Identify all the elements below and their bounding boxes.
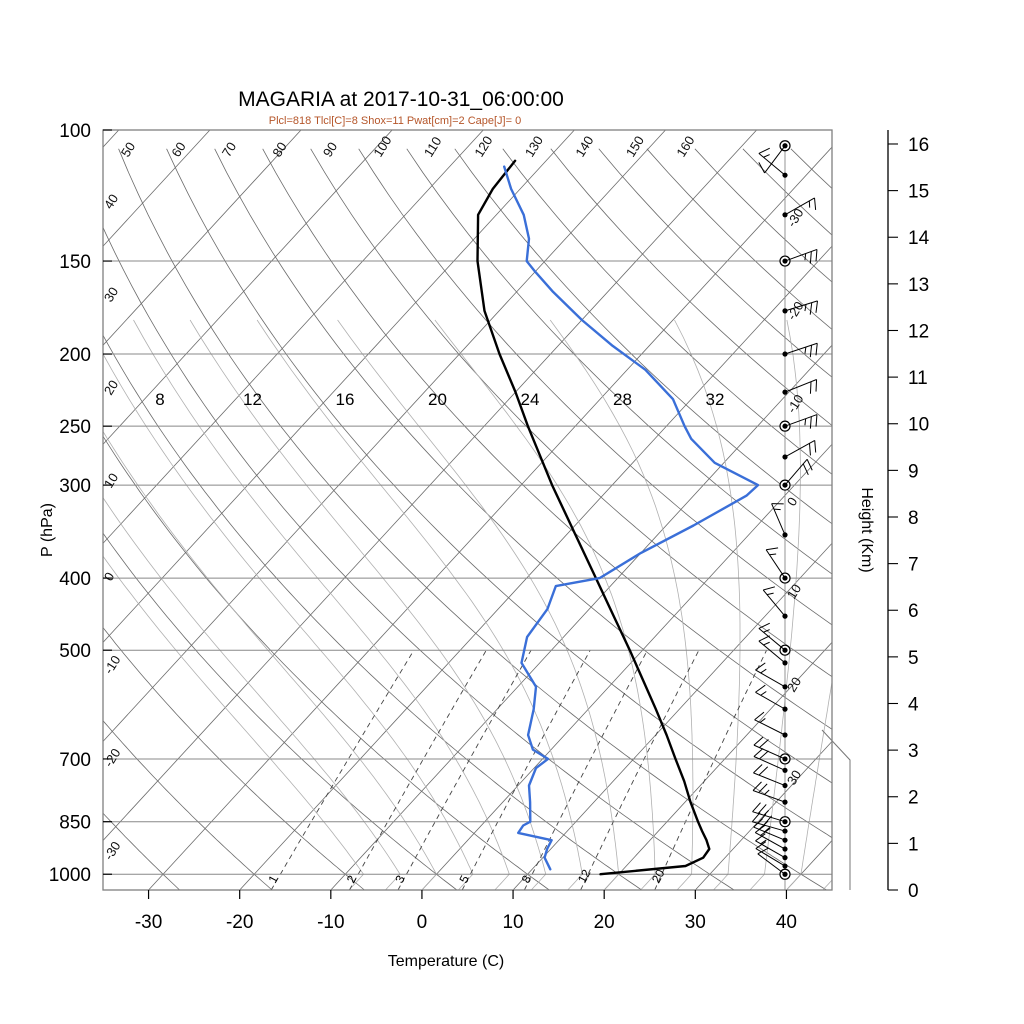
dry-adiabat-label-top-100: 100 bbox=[370, 133, 394, 159]
t-tick--20: -20 bbox=[226, 912, 253, 933]
dry-adiabat-label-top-60: 60 bbox=[168, 139, 188, 159]
p-tick-150: 150 bbox=[59, 252, 91, 273]
p-tick-100: 100 bbox=[59, 121, 91, 142]
dry-adiabat-label-left-20: 20 bbox=[101, 377, 121, 397]
p-tick-250: 250 bbox=[59, 417, 91, 438]
dry-adiabat-label-left-30: 30 bbox=[101, 284, 121, 304]
trace-dewpoint bbox=[503, 165, 760, 871]
p-tick-1000: 1000 bbox=[49, 865, 91, 886]
h-tick-4: 4 bbox=[908, 694, 919, 715]
dry-adiabat-label-left-40: 40 bbox=[101, 191, 121, 211]
t-tick-30: 30 bbox=[685, 912, 706, 933]
t-tick-0: 0 bbox=[417, 912, 428, 933]
p-tick-700: 700 bbox=[59, 750, 91, 771]
h-tick-11: 11 bbox=[908, 368, 928, 389]
dry-adiabat-label-top-130: 130 bbox=[522, 133, 546, 159]
h-tick-5: 5 bbox=[908, 648, 919, 669]
moist-adiabat-label-28: 28 bbox=[613, 390, 632, 409]
moist-adiabat-label-8: 8 bbox=[155, 390, 164, 409]
p-tick-500: 500 bbox=[59, 641, 91, 662]
dry-adiabat-label-top-80: 80 bbox=[269, 139, 289, 159]
h-tick-9: 9 bbox=[908, 461, 919, 482]
h-tick-14: 14 bbox=[908, 228, 930, 249]
mixing-ratio-label-12: 12 bbox=[575, 867, 594, 886]
t-tick--10: -10 bbox=[317, 912, 344, 933]
moist-adiabat-label-32: 32 bbox=[706, 390, 725, 409]
dry-adiabat-label-top-160: 160 bbox=[673, 133, 697, 159]
isotherm-label-right--10: -10 bbox=[784, 392, 807, 416]
figure-subtitle: Plcl=818 Tlcl[C]=8 Shox=11 Pwat[cm]=2 Ca… bbox=[269, 115, 521, 127]
isotherm-label-right-20: 20 bbox=[784, 674, 804, 694]
h-tick-8: 8 bbox=[908, 508, 919, 529]
t-tick-20: 20 bbox=[594, 912, 615, 933]
dry-adiabat-label-left-10: 10 bbox=[101, 470, 121, 490]
dry-adiabat-label-top-150: 150 bbox=[623, 133, 647, 159]
p-tick-200: 200 bbox=[59, 345, 91, 366]
dry-adiabat-label-left--20: -20 bbox=[101, 746, 124, 770]
moist-adiabat-label-24: 24 bbox=[521, 390, 540, 409]
wind-barb-layer bbox=[751, 140, 851, 890]
dry-adiabat-label-top-120: 120 bbox=[471, 133, 495, 159]
h-tick-10: 10 bbox=[908, 415, 929, 436]
y2-axis-label: Height (Km) bbox=[858, 487, 875, 572]
y-axis-label: P (hPa) bbox=[39, 503, 56, 557]
dry-adiabat-label-left--10: -10 bbox=[101, 653, 124, 677]
dry-adiabat-label-top-50: 50 bbox=[118, 139, 138, 159]
dry-adiabat-label-left--30: -30 bbox=[101, 839, 124, 863]
grid-layer bbox=[103, 130, 832, 890]
t-tick-40: 40 bbox=[776, 912, 797, 933]
isotherm-label-right-30: 30 bbox=[784, 767, 804, 787]
h-tick-15: 15 bbox=[908, 182, 929, 203]
h-tick-1: 1 bbox=[908, 834, 919, 855]
h-tick-16: 16 bbox=[908, 135, 929, 156]
h-tick-6: 6 bbox=[908, 601, 919, 622]
x-axis-label: Temperature (C) bbox=[388, 953, 504, 970]
dry-adiabat-label-top-110: 110 bbox=[421, 134, 445, 160]
page-title: MAGARIA at 2017-10-31_06:00:00 bbox=[238, 88, 564, 111]
moist-adiabat-label-16: 16 bbox=[336, 390, 355, 409]
isotherm-label-right-10: 10 bbox=[784, 581, 804, 601]
h-tick-3: 3 bbox=[908, 741, 919, 762]
t-tick--30: -30 bbox=[135, 912, 162, 933]
moist-adiabat-label-12: 12 bbox=[243, 390, 262, 409]
h-tick-13: 13 bbox=[908, 275, 929, 296]
dry-adiabat-label-top-140: 140 bbox=[572, 133, 596, 159]
p-tick-300: 300 bbox=[59, 476, 91, 497]
t-tick-10: 10 bbox=[502, 912, 523, 933]
p-tick-850: 850 bbox=[59, 813, 91, 834]
dry-adiabat-label-top-70: 70 bbox=[219, 139, 239, 159]
h-tick-2: 2 bbox=[908, 788, 919, 809]
p-tick-400: 400 bbox=[59, 569, 91, 590]
sounding-trace-layer bbox=[476, 159, 760, 876]
h-tick-12: 12 bbox=[908, 321, 929, 342]
isotherm-label-right-0: 0 bbox=[784, 495, 801, 509]
dry-adiabat-label-top-90: 90 bbox=[320, 139, 340, 159]
moist-adiabat-label-20: 20 bbox=[428, 390, 447, 409]
mixing-ratio-label-20: 20 bbox=[649, 867, 668, 886]
h-tick-7: 7 bbox=[908, 555, 919, 576]
trace-temperature bbox=[476, 159, 711, 876]
h-tick-0: 0 bbox=[908, 881, 919, 902]
grid-label-layer: 50 60 70 80 90 100 110 120 130 140 150 160403020100… bbox=[101, 133, 807, 885]
